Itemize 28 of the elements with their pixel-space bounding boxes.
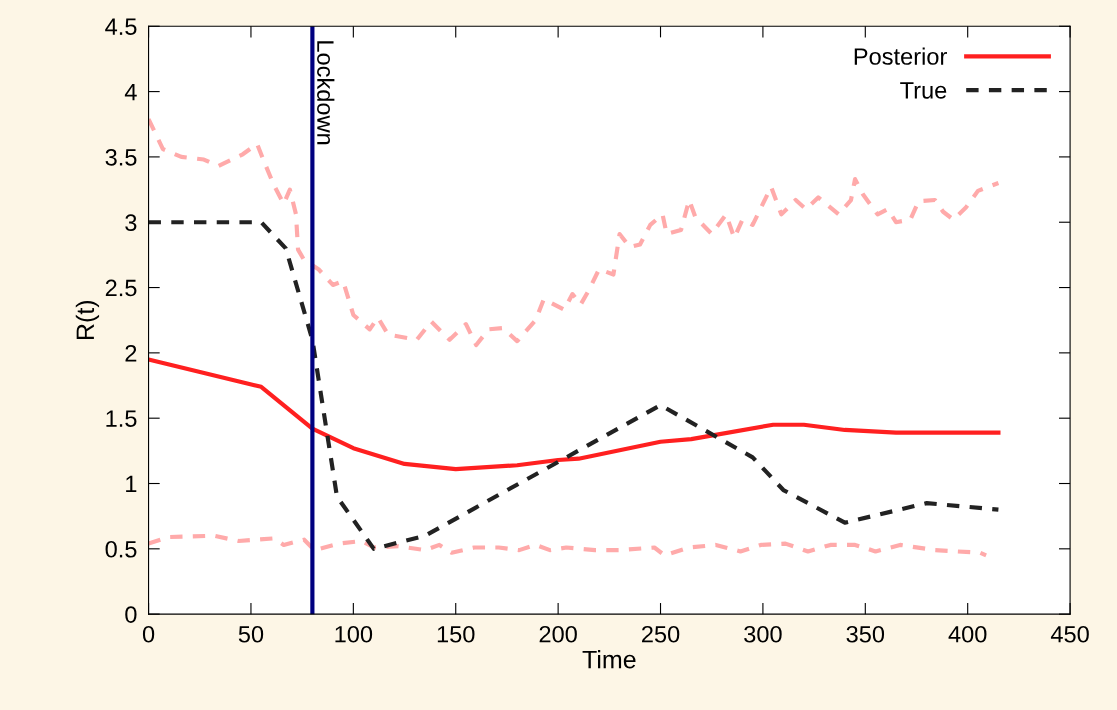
x-tick-label: 450 [1050,625,1089,643]
x-tick-label: 200 [539,625,577,643]
line-series [148,533,989,558]
x-tick-label: 250 [642,625,680,643]
y-tick-label: 3 [125,214,137,232]
x-tick-label: 50 [238,625,264,643]
x-tick-label: 300 [744,625,782,643]
y-tick-label: 0.5 [105,540,137,558]
x-tick-label: 150 [437,625,475,643]
y-tick-label: 2 [125,344,137,362]
y-tick-label: 4 [124,83,137,101]
x-tick-label: 350 [846,625,885,643]
x-tick-label: 100 [335,625,373,643]
ref-line-label: Lockdown [317,41,335,145]
y-tick-label: 1.5 [106,410,137,427]
y-tick-label: 1 [126,475,137,493]
y-axis-title: R(t) [75,300,100,339]
legend-label: True [900,82,947,99]
x-axis-title: Time [582,650,636,669]
x-tick-label: 400 [948,625,987,643]
line-series [148,220,1001,551]
y-tick-label: 0 [125,606,137,623]
line-series [148,357,1001,472]
y-tick-label: 4.5 [105,18,137,36]
y-tick-label: 3.5 [105,148,137,166]
x-tick-label: 0 [142,625,155,643]
y-tick-label: 2.5 [105,279,137,297]
legend-label: Posterior [854,47,947,65]
